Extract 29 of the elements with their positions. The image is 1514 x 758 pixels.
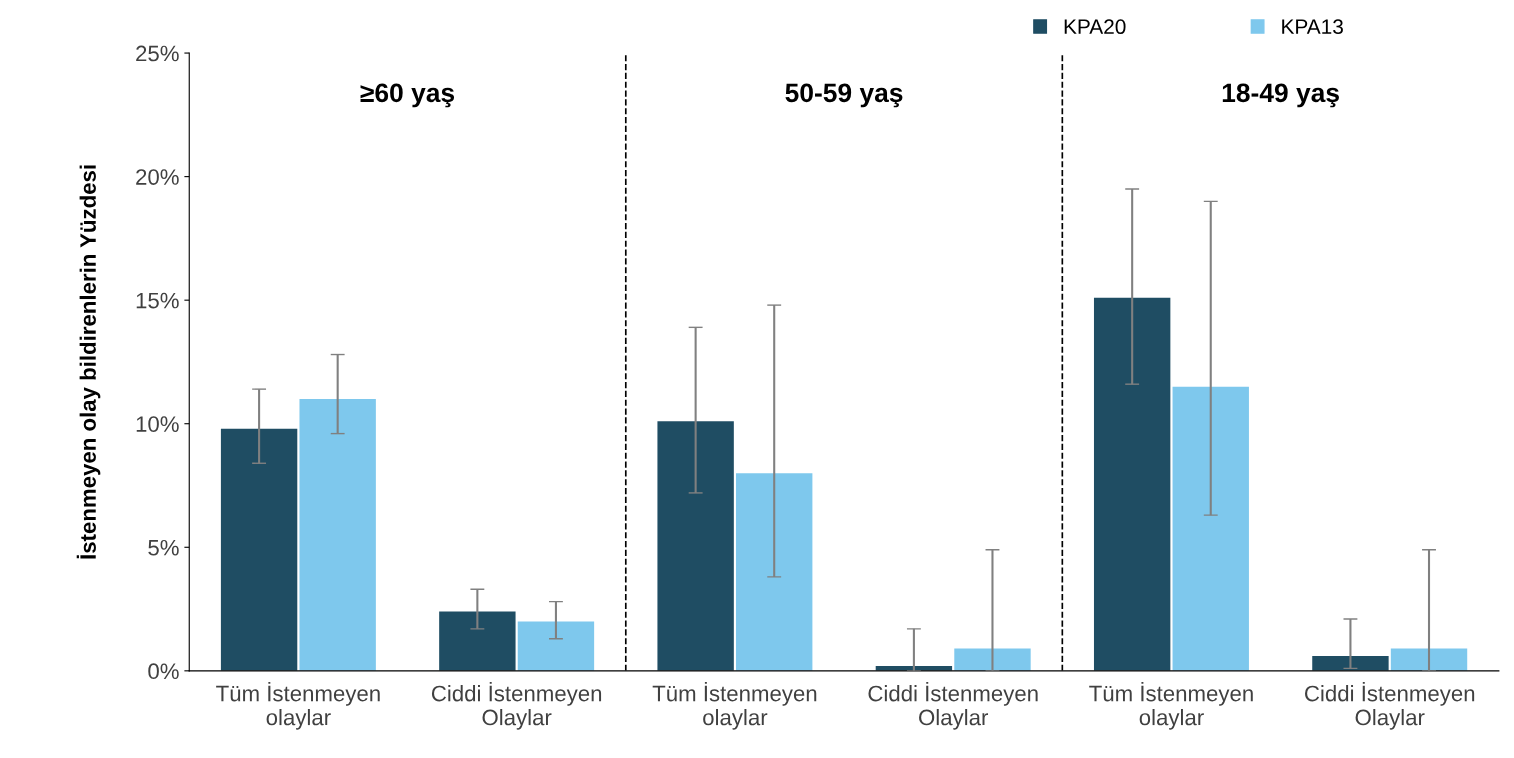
bar	[517, 621, 595, 671]
bar	[1312, 656, 1389, 671]
x-tick-label: Ciddi İstenmeyen Olaylar	[1305, 681, 1475, 730]
annotation: 18-49 yaş	[1222, 83, 1339, 108]
bar	[439, 611, 516, 671]
bar	[220, 428, 298, 671]
y-tick-label: 20%	[136, 169, 179, 185]
bar	[736, 473, 813, 671]
bar	[657, 421, 734, 671]
y-tick-label: 0%	[148, 663, 179, 680]
x-tick-label: Ciddi İstenmeyen Olaylar	[431, 681, 602, 730]
bar	[1390, 648, 1468, 671]
x-tick-label: Tüm İstenmeyen olaylar	[652, 681, 817, 730]
bar	[1093, 297, 1171, 671]
x-tick-label: Ciddi İstenmeyen Olaylar	[868, 681, 1038, 730]
bar	[954, 648, 1031, 671]
x-tick-label: Tüm İstenmeyen olaylar	[216, 681, 380, 730]
legend-label: KPA20	[1064, 19, 1126, 35]
annotation: ≥60 yaş	[360, 83, 455, 108]
y-tick-label: 5%	[148, 539, 179, 556]
legend-label: KPA13	[1282, 19, 1343, 35]
y-tick-label: 25%	[136, 45, 179, 62]
y-tick-label: 15%	[136, 292, 179, 309]
y-axis-title: İstenmeyen olay bildirenlerin Yüzdesi	[76, 165, 101, 559]
annotation: 50-59 yaş	[785, 83, 903, 108]
x-tick-label: Tüm İstenmeyen olaylar	[1089, 681, 1253, 730]
y-tick-label: 10%	[136, 416, 179, 432]
bar	[1172, 386, 1249, 671]
bar	[299, 399, 376, 671]
